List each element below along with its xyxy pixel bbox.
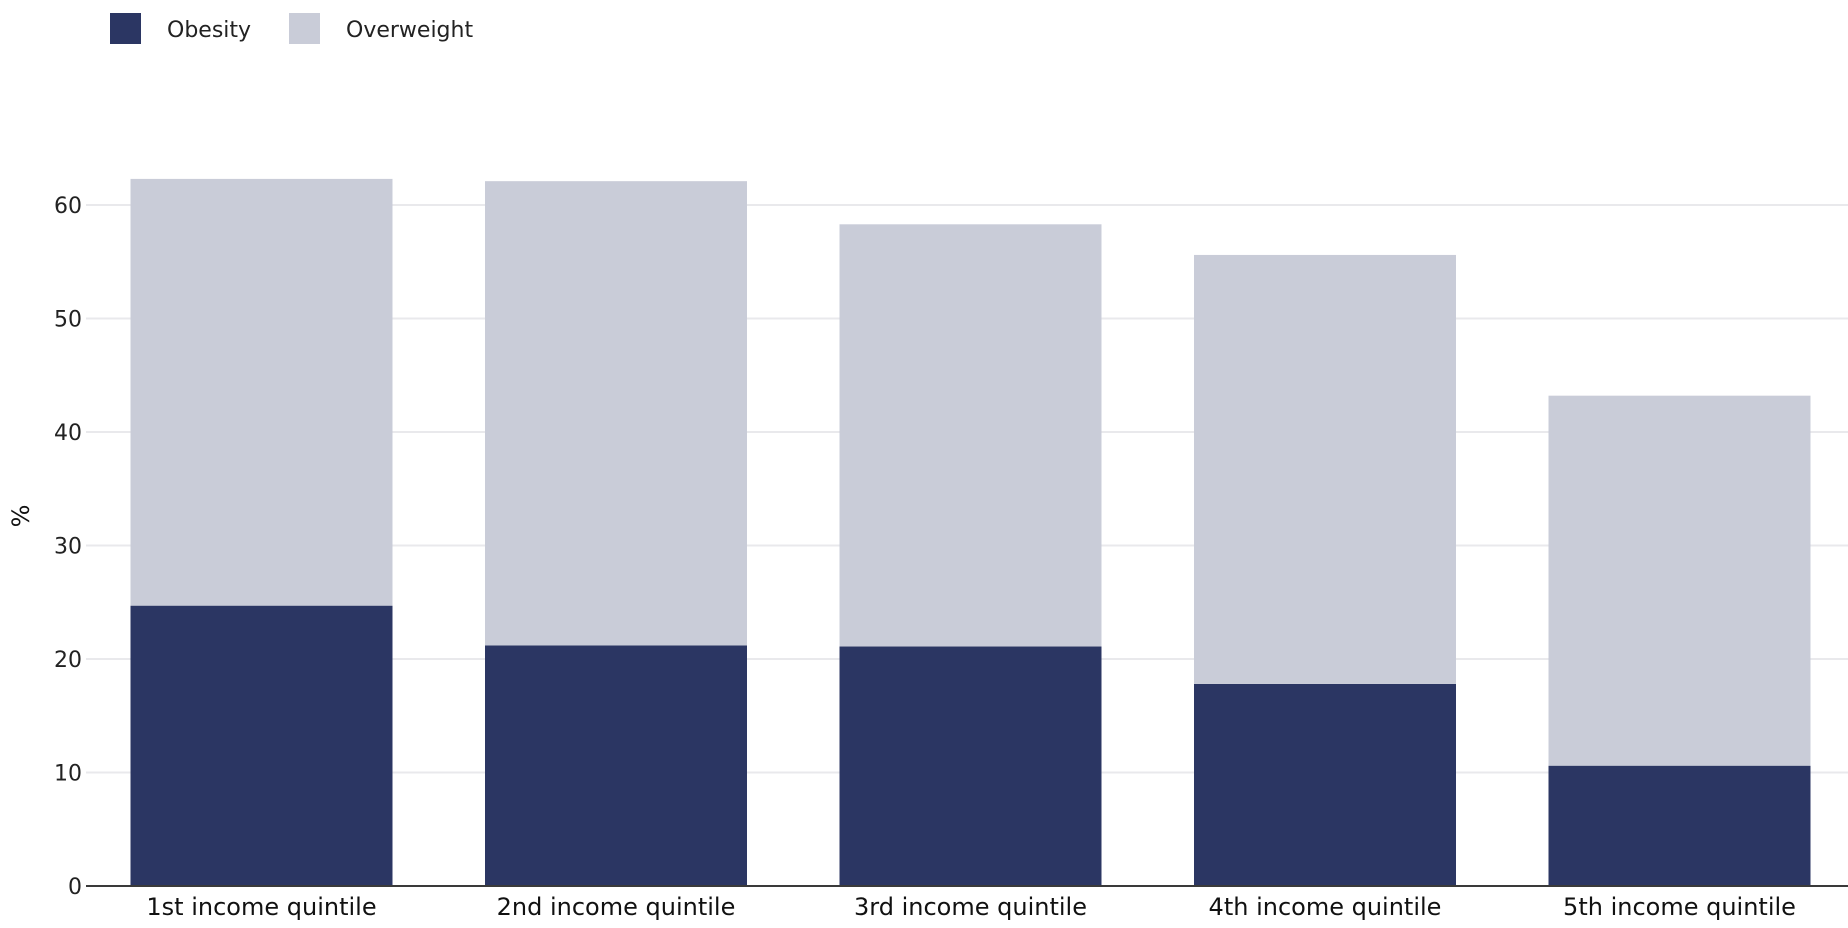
y-tick-label: 20 <box>54 648 82 673</box>
legend-swatch-obesity <box>110 13 141 44</box>
bar-overweight-5 <box>1548 395 1811 766</box>
bar-overweight-2 <box>485 181 747 646</box>
x-category-label: 1st income quintile <box>146 893 376 921</box>
legend: Obesity Overweight <box>110 13 473 44</box>
legend-swatch-overweight <box>289 13 320 44</box>
bar-obesity-5 <box>1548 765 1811 886</box>
y-tick-label: 50 <box>54 308 82 333</box>
bar-overweight-4 <box>1194 254 1456 684</box>
x-category-label: 2nd income quintile <box>497 893 736 921</box>
x-category-label: 5th income quintile <box>1563 893 1796 921</box>
y-axis-title: % <box>7 505 35 528</box>
y-tick-label: 30 <box>54 535 82 560</box>
y-tick-label: 40 <box>54 421 82 446</box>
y-tick-label: 10 <box>54 762 82 787</box>
bar-obesity-4 <box>1194 683 1456 886</box>
bars <box>130 178 1811 886</box>
bar-obesity-1 <box>130 605 393 886</box>
bar-overweight-1 <box>130 178 393 606</box>
legend-label-overweight: Overweight <box>346 18 473 43</box>
bar-obesity-3 <box>839 646 1102 886</box>
legend-label-obesity: Obesity <box>167 18 251 43</box>
x-category-label: 3rd income quintile <box>854 893 1087 921</box>
y-tick-label: 0 <box>68 875 82 900</box>
bar-overweight-3 <box>839 224 1102 647</box>
bar-obesity-2 <box>485 645 747 886</box>
x-category-label: 4th income quintile <box>1209 893 1442 921</box>
axes: 0 10 20 30 40 50 60 1st income quintile 2nd inco… <box>54 194 1848 921</box>
y-tick-label: 60 <box>54 194 82 219</box>
